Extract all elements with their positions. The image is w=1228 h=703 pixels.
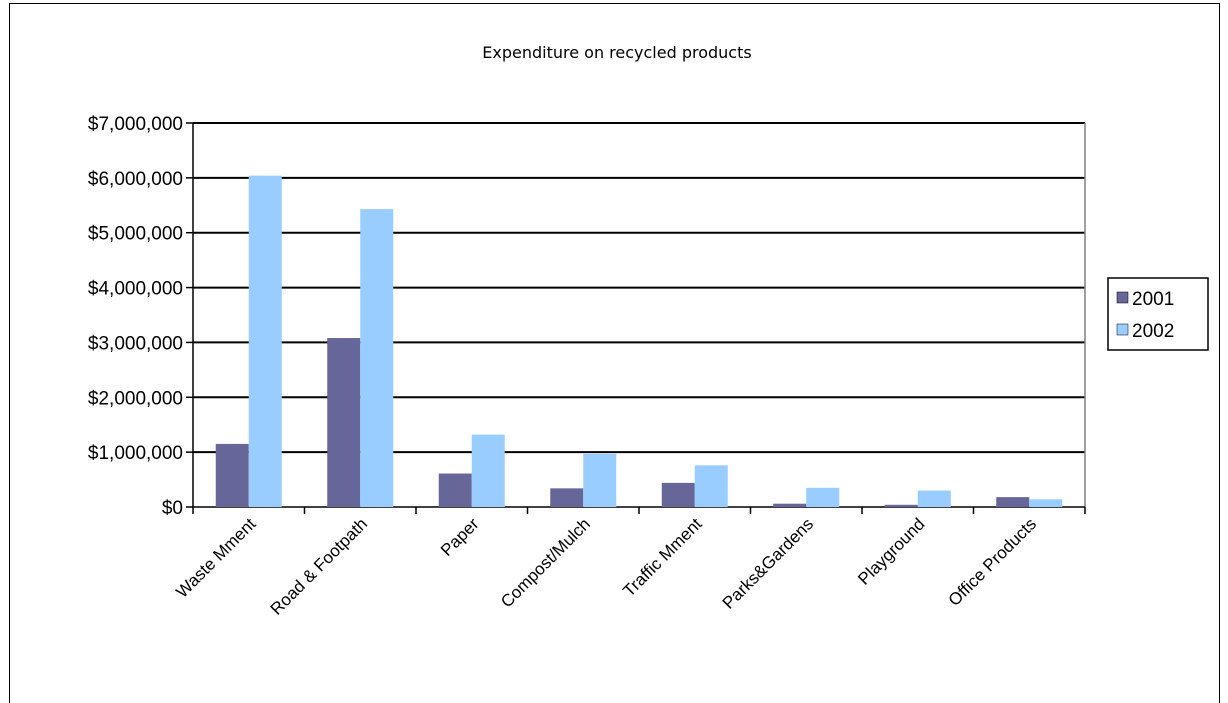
x-tick-label: Playground: [854, 514, 928, 588]
plot-area: $0 $1,000,000 $2,000,000 $3,000,000 $4,000,0…: [88, 114, 1085, 619]
x-tick-label: Compost/Mulch: [497, 514, 594, 611]
bar-2001: [550, 488, 583, 507]
bar-2001: [996, 497, 1029, 507]
x-tick-label: Office Products: [945, 514, 1040, 609]
x-tick-label: Waste Mment: [172, 514, 259, 601]
y-tick-label: $1,000,000: [88, 443, 183, 464]
plot-background: [193, 123, 1085, 507]
x-tick-label: Traffic Mment: [619, 514, 705, 600]
legend-swatch-2001: [1117, 292, 1128, 303]
y-tick-label: $2,000,000: [88, 388, 183, 409]
legend-label: 2002: [1132, 321, 1174, 342]
bar-2002: [360, 209, 393, 507]
y-tick-label: $6,000,000: [88, 169, 183, 190]
legend-swatch-2002: [1117, 324, 1128, 335]
bar-2002: [695, 465, 728, 507]
bar-2001: [773, 504, 806, 507]
bar-2001: [216, 444, 249, 507]
bar-2001: [327, 338, 360, 507]
bar-2002: [583, 454, 616, 507]
y-tick-label: $5,000,000: [88, 224, 183, 245]
bar-2002: [249, 176, 282, 507]
bar-2002: [1029, 499, 1062, 507]
bar-2002: [918, 491, 951, 507]
bar-2001: [662, 483, 695, 507]
bar-2001: [885, 505, 918, 507]
x-tick-label: Paper: [437, 514, 483, 560]
bar-2002: [472, 435, 505, 507]
bar-2002: [806, 488, 839, 507]
y-tick-label: $7,000,000: [88, 114, 183, 135]
chart-title: Expenditure on recycled products: [482, 43, 751, 62]
x-tick-label: Parks&Gardens: [719, 514, 817, 612]
x-tick-label: Road & Footpath: [267, 514, 371, 618]
y-tick-label: $0: [162, 498, 183, 519]
y-tick-label: $3,000,000: [88, 333, 183, 354]
legend-label: 2001: [1132, 289, 1174, 310]
legend: 2001 2002: [1108, 278, 1208, 350]
bar-2001: [439, 474, 472, 507]
y-tick-label: $4,000,000: [88, 279, 183, 300]
